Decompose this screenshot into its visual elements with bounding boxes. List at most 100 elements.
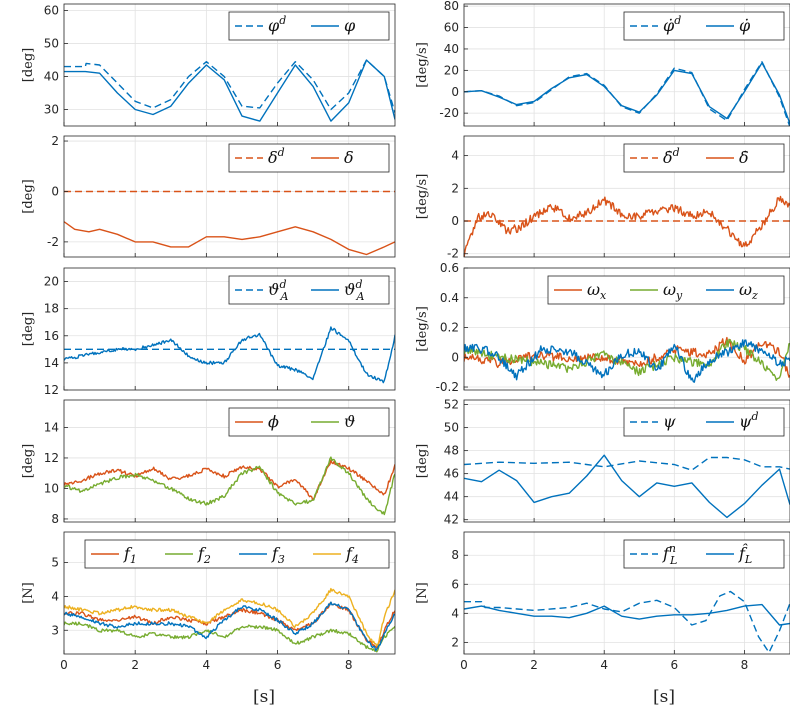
y-tick-label: 0.4 bbox=[440, 291, 459, 305]
legend-box bbox=[623, 539, 785, 569]
legend-label: ψd bbox=[739, 410, 759, 431]
y-axis-label: [deg/s] bbox=[415, 174, 430, 220]
axes-frame bbox=[63, 531, 396, 655]
y-tick-label: 0 bbox=[451, 214, 459, 228]
series-line bbox=[464, 195, 790, 257]
panel-deltadot: -2 0 2 4 [deg/s] δ̇d δ̇ bbox=[415, 135, 790, 261]
legend: δd δ bbox=[228, 143, 390, 173]
y-tick-label: 4 bbox=[451, 606, 459, 620]
panel-phi-theta: 8 10 12 14 [deg] ϕ ϑ bbox=[21, 399, 396, 526]
y-tick-label: -2 bbox=[47, 235, 59, 249]
axes-frame bbox=[63, 3, 396, 127]
series-line bbox=[464, 336, 790, 378]
y-axis-label: [deg] bbox=[21, 312, 36, 346]
y-tick-label: 0.2 bbox=[440, 321, 459, 335]
y-tick-label: 4 bbox=[51, 589, 59, 603]
legend-label: φ̇d bbox=[663, 14, 681, 35]
y-tick-label: 60 bbox=[44, 4, 59, 18]
legend: ψ ψd bbox=[623, 407, 785, 437]
legend-label: δ bbox=[344, 148, 354, 167]
axes-frame bbox=[63, 267, 396, 391]
series-line bbox=[464, 590, 790, 654]
y-tick-label: 4 bbox=[451, 149, 459, 163]
legend-box bbox=[547, 275, 785, 305]
axes-frame bbox=[63, 135, 396, 258]
y-tick-label: 50 bbox=[44, 37, 59, 51]
y-axis-label: [deg] bbox=[415, 444, 430, 478]
series-line bbox=[464, 61, 790, 126]
y-axis-label: [deg/s] bbox=[415, 42, 430, 88]
y-tick-label: 20 bbox=[44, 275, 59, 289]
y-tick-label: 6 bbox=[451, 577, 459, 591]
y-tick-label: 2 bbox=[51, 134, 59, 148]
series-line bbox=[464, 62, 790, 125]
legend: ϑd A ϑd A bbox=[228, 275, 390, 305]
axes-frame bbox=[463, 267, 790, 391]
legend-label: ωz bbox=[739, 280, 758, 302]
x-tick-label: 0 bbox=[460, 658, 468, 672]
legend: δ̇d δ̇ bbox=[623, 143, 785, 173]
y-tick-label: -20 bbox=[439, 106, 459, 120]
legend-label: ϑd A bbox=[268, 278, 288, 303]
y-tick-label: 0 bbox=[451, 85, 459, 99]
series-line bbox=[64, 601, 395, 652]
axes-frame bbox=[463, 3, 790, 127]
panel-psi: 42 44 46 48 50 52 [deg] ψ ψd bbox=[415, 398, 790, 527]
legend-label: φ bbox=[344, 16, 356, 35]
series-line bbox=[464, 454, 790, 519]
legend: ωx ωy ωz bbox=[547, 275, 785, 305]
y-tick-label: 8 bbox=[451, 548, 459, 562]
legend-box bbox=[228, 275, 390, 305]
legend-label: f̂L bbox=[738, 544, 752, 566]
legend-label: ϑd A bbox=[344, 278, 364, 303]
y-tick-label: 12 bbox=[44, 451, 59, 465]
y-tick-label: 16 bbox=[44, 329, 59, 343]
y-tick-label: 0 bbox=[51, 184, 59, 198]
legend-label: f1 bbox=[123, 544, 137, 566]
legend-box bbox=[623, 11, 785, 41]
legend: φd φ bbox=[228, 11, 390, 41]
legend: f1 f2 f3 f4 bbox=[84, 539, 390, 569]
y-tick-label: 2 bbox=[451, 181, 459, 195]
x-axis-label-left: [s] bbox=[253, 687, 275, 707]
x-tick-label: 0 bbox=[60, 658, 68, 672]
legend-label: f4 bbox=[345, 544, 359, 566]
y-tick-label: 2 bbox=[451, 635, 459, 649]
series-line bbox=[64, 326, 395, 384]
x-tick-label: 6 bbox=[274, 658, 282, 672]
y-tick-label: 50 bbox=[444, 421, 459, 435]
legend-label: δ̇d bbox=[663, 146, 680, 167]
series-line bbox=[64, 621, 395, 653]
legend-label: f3 bbox=[271, 544, 285, 566]
y-axis-label: [deg] bbox=[21, 444, 36, 478]
legend-box bbox=[228, 143, 390, 173]
y-axis-label: [N] bbox=[415, 582, 430, 604]
legend: φ̇d φ̇ bbox=[623, 11, 785, 41]
axes-frame bbox=[463, 135, 790, 258]
x-tick-label: 4 bbox=[600, 658, 608, 672]
y-tick-label: 40 bbox=[44, 70, 59, 84]
y-tick-label: 3 bbox=[51, 623, 59, 637]
legend-label: ψ bbox=[663, 412, 676, 431]
legend-box bbox=[623, 143, 785, 173]
y-tick-label: 44 bbox=[444, 490, 459, 504]
panel-phi-top: 30 40 50 60 [deg] φd φ bbox=[21, 3, 396, 127]
y-tick-label: 8 bbox=[51, 512, 59, 526]
y-tick-label: -2 bbox=[447, 247, 459, 261]
series-line bbox=[64, 221, 395, 256]
legend-label: φ̇ bbox=[739, 16, 751, 35]
series-line bbox=[64, 456, 395, 516]
legend-label: f2 bbox=[197, 544, 211, 566]
legend-box bbox=[228, 11, 390, 41]
y-tick-label: 10 bbox=[44, 481, 59, 495]
legend-box bbox=[623, 407, 785, 437]
panel-forces: 3 4 5 0 2 4 6 8 [N] f1 f2 f3 f4 bbox=[21, 531, 396, 672]
series-line bbox=[64, 59, 395, 122]
legend-label: ωx bbox=[587, 280, 607, 302]
legend-label: ωy bbox=[663, 280, 683, 302]
y-tick-label: 12 bbox=[44, 383, 59, 397]
y-tick-label: 14 bbox=[44, 420, 59, 434]
